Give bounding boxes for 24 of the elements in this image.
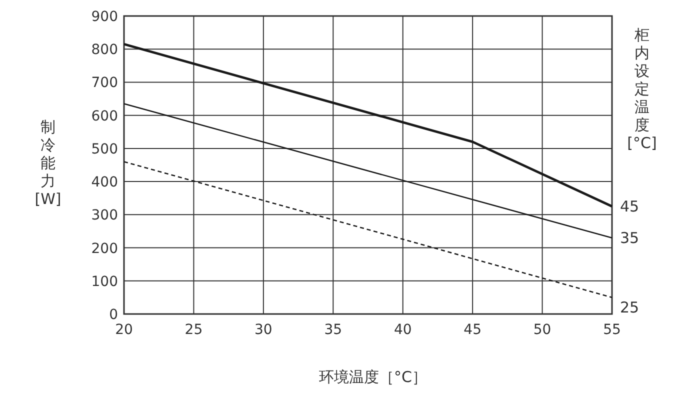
series-label: 35 — [620, 228, 640, 247]
y-tick-label: 900 — [91, 9, 118, 25]
x-tick-label: 20 — [115, 322, 133, 338]
y-tick-label: 0 — [109, 307, 118, 323]
series-label: 45 — [620, 197, 640, 216]
y-tick-label: 700 — [91, 75, 118, 92]
x-tick-label: 35 — [324, 322, 342, 338]
x-tick-label: 50 — [533, 322, 552, 338]
y-tick-label: 100 — [91, 274, 118, 290]
y-tick-label: 800 — [91, 42, 118, 58]
y-tick-label: 600 — [91, 108, 118, 124]
x-axis-title: 环境温度［°C］ — [319, 368, 427, 386]
x-tick-label: 25 — [184, 322, 203, 338]
x-tick-label: 30 — [254, 322, 272, 338]
y-tick-label: 300 — [91, 208, 118, 224]
x-tick-label: 40 — [394, 322, 412, 338]
y2-axis-title: 柜内设定温度 [°C] — [627, 26, 657, 152]
x-tick-label: 45 — [464, 322, 482, 338]
x-tick-label: 55 — [603, 322, 621, 338]
y-tick-label: 200 — [91, 240, 118, 257]
y-tick-label: 400 — [91, 174, 118, 191]
y-axis-title: 制冷能力 [W] — [34, 118, 62, 208]
y-tick-label: 500 — [91, 141, 118, 158]
series-label: 25 — [620, 298, 640, 316]
